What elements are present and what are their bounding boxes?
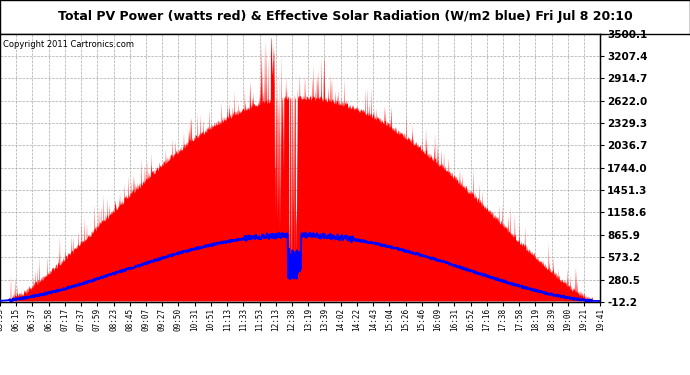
Text: Total PV Power (watts red) & Effective Solar Radiation (W/m2 blue) Fri Jul 8 20:: Total PV Power (watts red) & Effective S… xyxy=(58,10,632,23)
Text: Copyright 2011 Cartronics.com: Copyright 2011 Cartronics.com xyxy=(3,40,134,50)
